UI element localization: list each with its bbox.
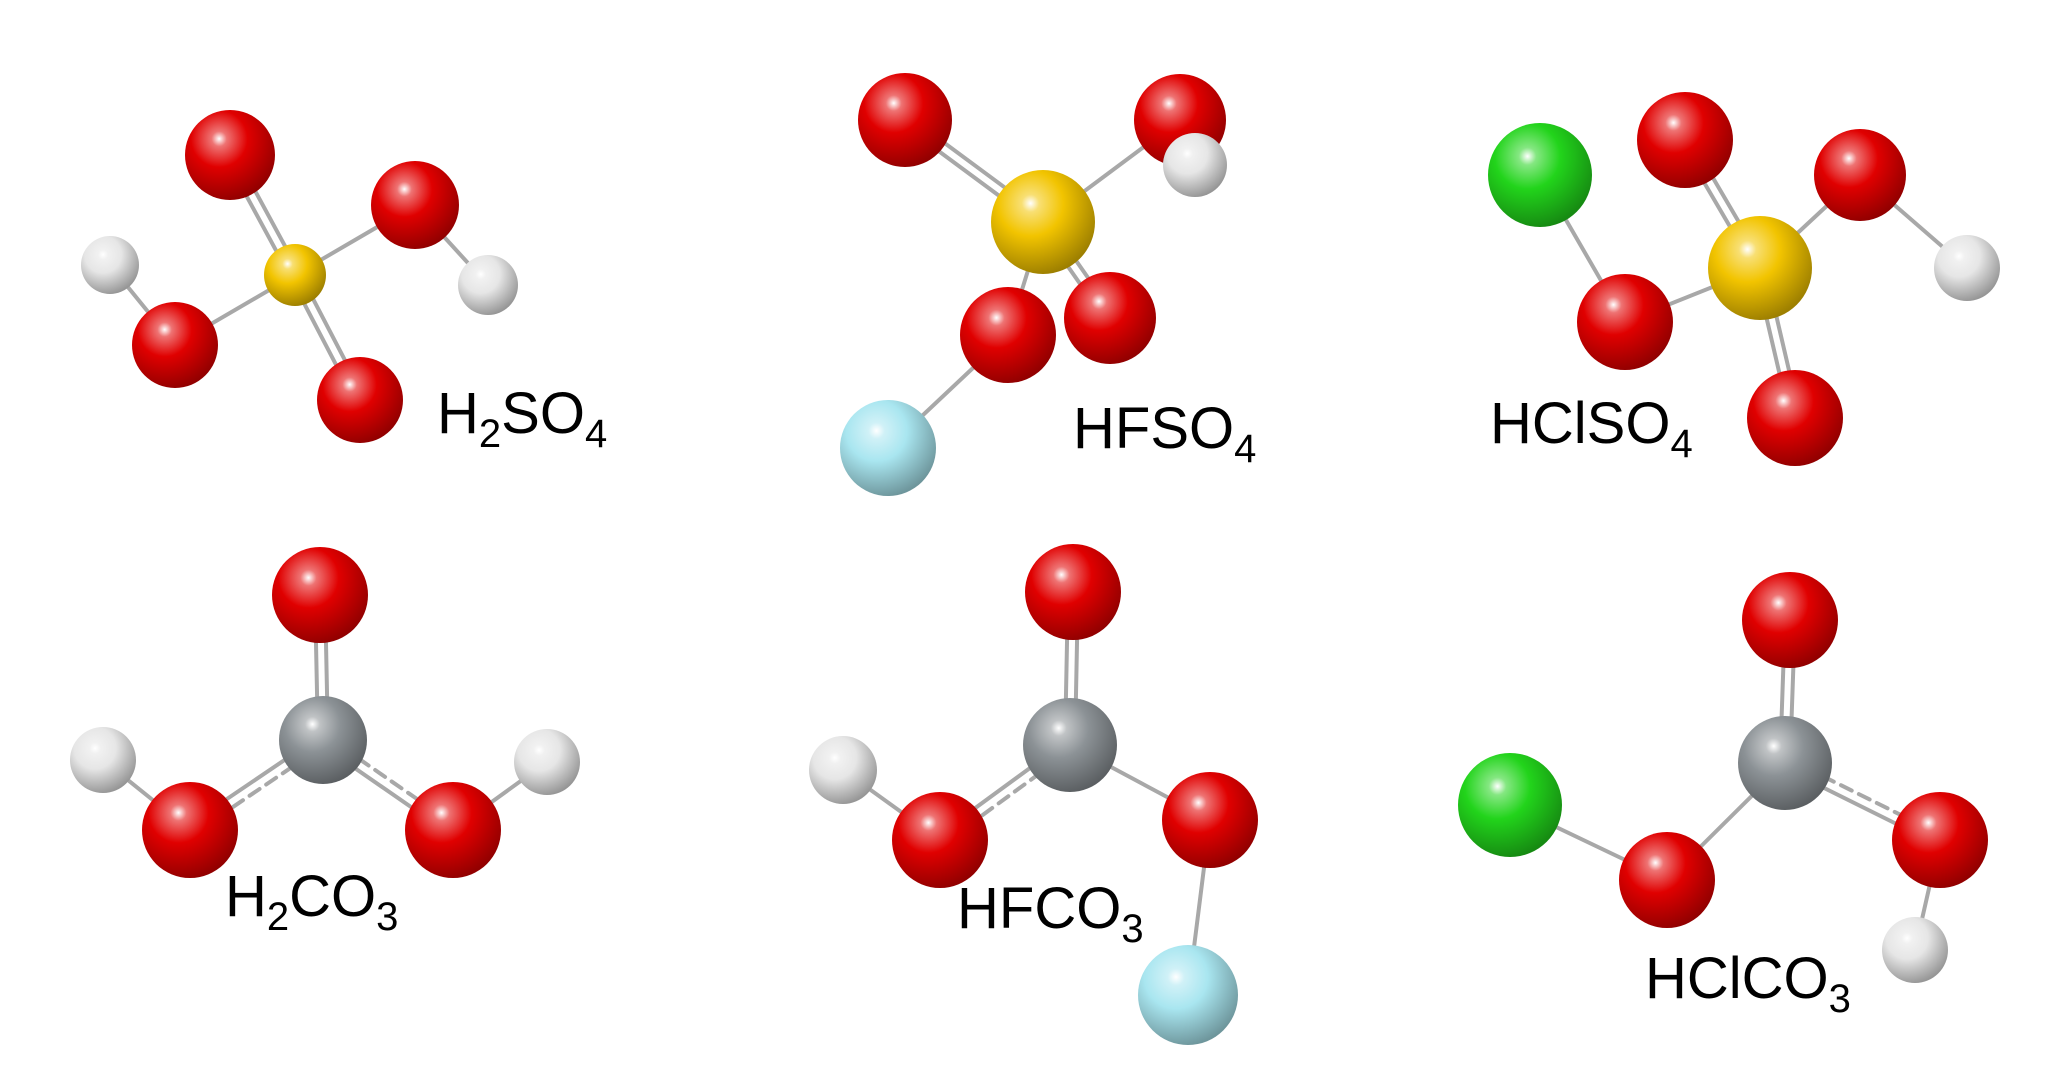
atom-h2co3-o-4 bbox=[142, 782, 238, 878]
atom-h2co3-o-0 bbox=[272, 547, 368, 643]
atom-hclco3-c-1 bbox=[1738, 716, 1832, 810]
atom-hfso4-h-2 bbox=[1163, 133, 1227, 197]
atom-h2so4-h-5 bbox=[81, 236, 139, 294]
atom-hfso4-f-6 bbox=[840, 400, 936, 496]
atom-hclso4-o-2 bbox=[1814, 129, 1906, 221]
atom-hclso4-o-4 bbox=[1577, 274, 1673, 370]
atom-h2so4-s-4 bbox=[264, 244, 326, 306]
atom-hfso4-o-0 bbox=[858, 73, 952, 167]
atom-hfco3-o-0 bbox=[1025, 544, 1121, 640]
atom-hclso4-cl-0 bbox=[1488, 123, 1592, 227]
atom-hclso4-h-5 bbox=[1934, 235, 2000, 301]
label-hfso4: HFSO4 bbox=[1073, 396, 1257, 471]
atom-hfso4-s-3 bbox=[991, 170, 1095, 274]
atom-hfco3-f-5 bbox=[1138, 945, 1238, 1045]
label-h2so4: H2SO4 bbox=[437, 381, 608, 456]
atom-hfso4-o-5 bbox=[1064, 272, 1156, 364]
label-hfco3: HFCO3 bbox=[957, 876, 1144, 951]
label-h2co3: H2CO3 bbox=[225, 864, 399, 939]
atom-h2so4-o-0 bbox=[185, 110, 275, 200]
atom-h2co3-o-5 bbox=[405, 782, 501, 878]
atom-hclso4-o-1 bbox=[1637, 92, 1733, 188]
atom-hfso4-o-4 bbox=[960, 287, 1056, 383]
atom-h2co3-h-2 bbox=[70, 727, 136, 793]
atom-hfco3-h-2 bbox=[809, 736, 877, 804]
atom-hfco3-c-1 bbox=[1023, 698, 1117, 792]
atom-hfco3-o-4 bbox=[892, 792, 988, 888]
atom-hclco3-h-5 bbox=[1882, 917, 1948, 983]
atom-hclco3-cl-2 bbox=[1458, 753, 1562, 857]
atom-h2co3-c-1 bbox=[279, 696, 367, 784]
atom-hclco3-o-0 bbox=[1742, 572, 1838, 668]
label-hclso4: HClSO4 bbox=[1490, 391, 1693, 466]
atom-hclco3-o-3 bbox=[1892, 792, 1988, 888]
atom-h2so4-h-6 bbox=[458, 255, 518, 315]
atom-hclso4-s-3 bbox=[1708, 216, 1812, 320]
atom-h2co3-h-3 bbox=[514, 729, 580, 795]
atom-h2so4-o-3 bbox=[317, 357, 403, 443]
label-hclco3: HClCO3 bbox=[1645, 946, 1851, 1021]
atom-h2so4-o-2 bbox=[132, 302, 218, 388]
atom-hfco3-o-3 bbox=[1162, 772, 1258, 868]
atom-hclco3-o-4 bbox=[1619, 832, 1715, 928]
atom-h2so4-o-1 bbox=[371, 161, 459, 249]
atom-hclso4-o-6 bbox=[1747, 370, 1843, 466]
